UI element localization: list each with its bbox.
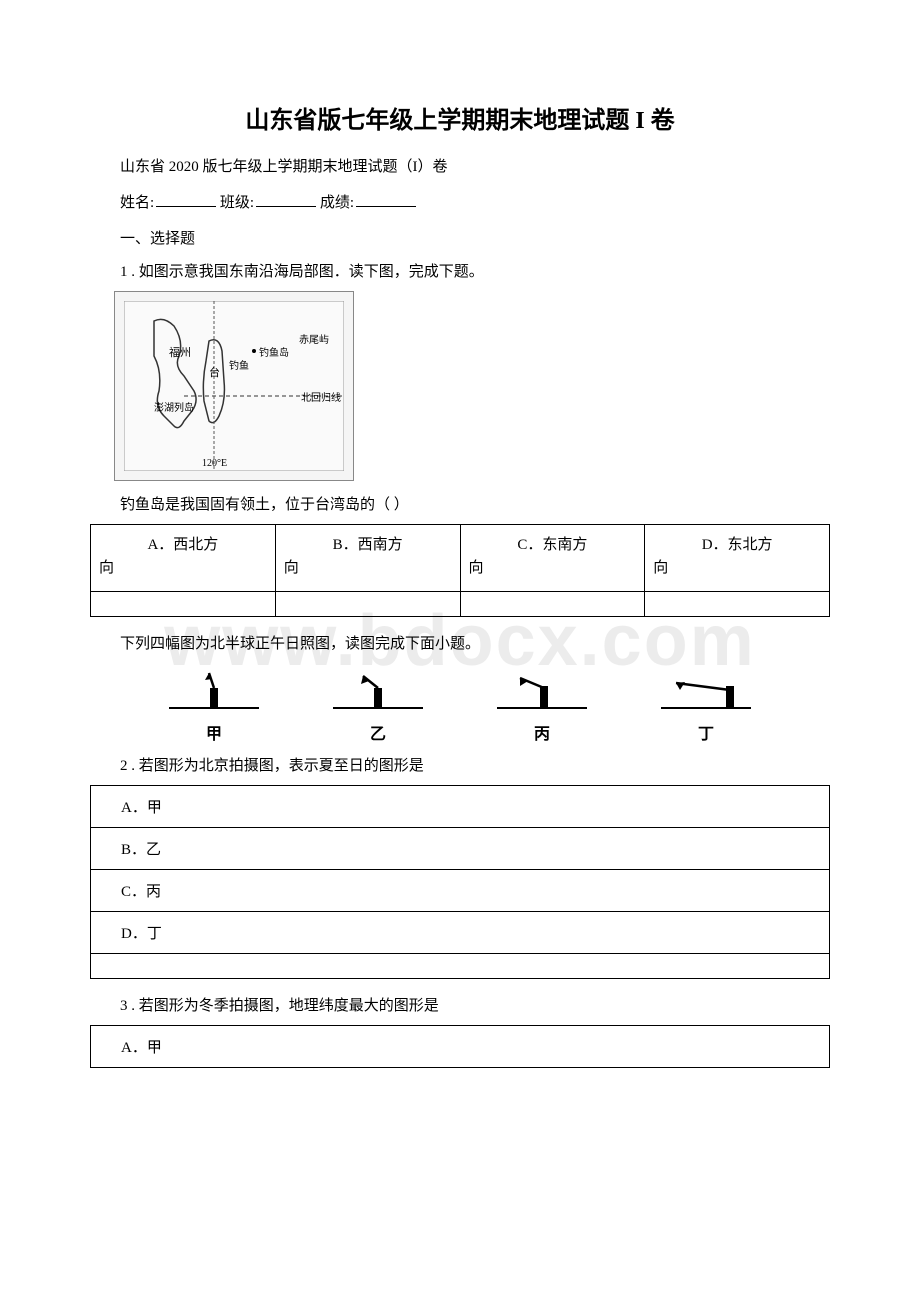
q2-option-a[interactable]: A．甲 — [91, 786, 830, 828]
q2-option-d[interactable]: D．丁 — [91, 912, 830, 954]
svg-text:赤尾屿: 赤尾屿 — [299, 334, 329, 346]
svg-text:澎湖列岛: 澎湖列岛 — [154, 401, 194, 414]
diagram-bing: 丙 — [492, 668, 592, 744]
diagram-yi: 乙 — [328, 668, 428, 744]
q1-intro: 1 . 如图示意我国东南沿海局部图．读下图，完成下题。 — [90, 260, 830, 281]
q1-option-c[interactable]: C．东南方 向 — [460, 525, 645, 592]
q1-option-a[interactable]: A．西北方 向 — [91, 525, 276, 592]
subtitle: 山东省 2020 版七年级上学期期末地理试题（I）卷 — [90, 155, 830, 176]
table-row: A．甲 — [91, 786, 830, 828]
diagram-label: 丙 — [534, 720, 550, 744]
q1-stem: 钓鱼岛是我国固有领土，位于台湾岛的（ ） — [90, 493, 830, 514]
q3-option-a[interactable]: A．甲 — [91, 1026, 830, 1068]
name-label: 姓名: — [120, 195, 154, 211]
score-blank[interactable] — [356, 206, 416, 207]
name-blank[interactable] — [156, 206, 216, 207]
table-row: D．丁 — [91, 912, 830, 954]
q2-options-table: A．甲 B．乙 C．丙 D．丁 — [90, 785, 830, 979]
diagram-label: 甲 — [206, 720, 222, 744]
sun-diagrams-row: 甲 乙 丙 丁 — [122, 668, 798, 744]
section-heading: 一、选择题 — [90, 227, 830, 248]
q2-stem: 2 . 若图形为北京拍摄图，表示夏至日的图形是 — [90, 754, 830, 775]
class-blank[interactable] — [256, 206, 316, 207]
table-row — [91, 954, 830, 979]
q1-options-table: A．西北方 向 B．西南方 向 C．东南方 向 D．东北方 向 — [90, 524, 830, 617]
q3-stem: 3 . 若图形为冬季拍摄图，地理纬度最大的图形是 — [90, 994, 830, 1015]
student-info-line: 姓名: 班级: 成绩: — [90, 191, 830, 212]
q1-map-image: 福州 台 钓鱼岛 赤尾屿 钓鱼 北回归线 澎湖列岛 120°E — [114, 291, 354, 481]
q3-options-table: A．甲 — [90, 1025, 830, 1068]
svg-text:钓鱼: 钓鱼 — [229, 359, 249, 372]
class-label: 班级: — [220, 195, 254, 211]
table-row: A．西北方 向 B．西南方 向 C．东南方 向 D．东北方 向 — [91, 525, 830, 592]
table-row: A．甲 — [91, 1026, 830, 1068]
q1-option-b[interactable]: B．西南方 向 — [275, 525, 460, 592]
page-title: 山东省版七年级上学期期末地理试题 I 卷 — [90, 100, 830, 135]
svg-text:台: 台 — [209, 365, 220, 379]
svg-text:钓鱼岛: 钓鱼岛 — [259, 346, 289, 359]
svg-text:120°E: 120°E — [202, 458, 227, 469]
diagram-ding: 丁 — [656, 668, 756, 744]
svg-text:北回归线: 北回归线 — [301, 391, 341, 404]
q2-option-b[interactable]: B．乙 — [91, 828, 830, 870]
table-row — [91, 592, 830, 617]
diagram-intro: 下列四幅图为北半球正午日照图，读图完成下面小题。 — [90, 632, 830, 653]
table-row: C．丙 — [91, 870, 830, 912]
diagram-jia: 甲 — [164, 668, 264, 744]
score-label: 成绩: — [320, 195, 354, 211]
q2-option-c[interactable]: C．丙 — [91, 870, 830, 912]
svg-text:福州: 福州 — [169, 345, 191, 359]
q1-option-d[interactable]: D．东北方 向 — [645, 525, 830, 592]
diagram-label: 丁 — [698, 720, 714, 744]
diagram-label: 乙 — [370, 720, 386, 744]
table-row: B．乙 — [91, 828, 830, 870]
